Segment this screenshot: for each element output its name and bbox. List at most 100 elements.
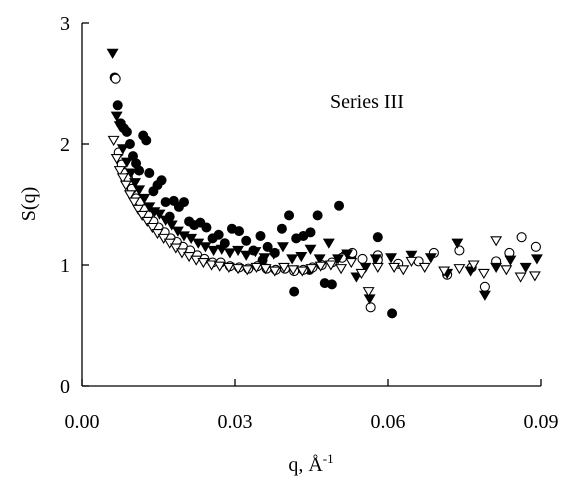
point-open-triangle-down-35 [355,268,368,280]
point-filled-triangle-down-21 [223,248,236,259]
point-open-circle-48 [530,241,541,252]
point-open-triangle-down-6 [128,197,140,208]
point-open-triangle-down-42 [467,260,480,271]
point-open-triangle-down-20 [213,261,226,272]
point-filled-triangle-down-23 [240,250,253,261]
point-open-triangle-down-8 [136,210,149,221]
point-open-triangle-down-3 [116,173,129,184]
y-tick-label-3: 3 [60,13,70,35]
point-open-triangle-down-40 [438,266,451,277]
x-tick-label-3: 0.09 [524,411,559,433]
point-open-triangle-down-28 [287,265,300,276]
point-open-triangle-down-26 [268,266,281,277]
tick-marks [81,22,542,387]
point-open-circle-47 [516,232,527,243]
x-tick-label-0: 0.00 [65,411,100,433]
point-open-triangle-down-14 [169,243,182,254]
point-filled-triangle-down-7 [133,185,146,196]
point-open-triangle-down-33 [335,264,348,275]
point-filled-circle-5 [124,139,135,149]
point-filled-triangle-down-24 [249,247,262,258]
y-tick-label-0: 0 [60,376,70,398]
point-filled-triangle-down-43 [451,238,464,249]
point-filled-triangle-down-11 [153,209,166,220]
x-axis-title-main: q, Å [288,454,323,476]
point-filled-triangle-down-29 [295,251,308,263]
point-filled-circle-11 [144,168,155,179]
point-filled-circle-19 [179,197,189,208]
point-open-circle-35 [357,253,368,265]
point-filled-circle-15 [160,197,171,208]
point-open-triangle-down-10 [146,222,159,234]
point-filled-triangle-down-28 [286,254,299,265]
y-tick-label-2: 2 [60,134,70,156]
point-filled-triangle-down-18 [199,242,212,253]
x-axis-title: q, Å-1 [288,451,333,476]
point-filled-triangle-down-6 [129,178,142,189]
point-filled-triangle-down-2 [113,121,126,132]
point-filled-circle-45 [289,286,300,297]
point-open-triangle-down-34 [345,258,358,269]
point-open-triangle-down-44 [490,236,503,247]
point-filled-circle-48 [387,308,398,319]
point-filled-triangle-down-37 [363,294,376,305]
point-open-triangle-down-38 [397,265,410,276]
point-filled-circle-31 [255,230,266,241]
point-filled-triangle-down-31 [313,254,326,265]
point-filled-triangle-down-27 [276,242,289,253]
point-filled-triangle-down-16 [185,233,198,244]
point-filled-circle-1 [112,100,123,111]
point-filled-triangle-down-4 [120,157,133,168]
point-open-triangle-down-41 [453,264,466,275]
point-open-circle-36 [365,302,376,313]
point-filled-circle-47 [372,232,383,243]
point-open-triangle-down-22 [232,264,245,275]
point-open-triangle-down-7 [132,204,145,215]
x-axis-title-superscript: -1 [323,451,334,466]
point-open-triangle-down-19 [205,260,218,271]
point-open-triangle-down-11 [151,228,164,240]
point-filled-triangle-down-5 [124,168,137,179]
x-tick-label-2: 0.06 [371,411,406,433]
point-open-triangle-down-2 [113,166,126,177]
point-open-triangle-down-46 [514,272,527,283]
point-filled-circle-32 [262,241,273,252]
point-filled-triangle-down-0 [106,48,119,59]
point-open-triangle-down-4 [119,180,132,191]
point-filled-triangle-down-9 [143,202,156,213]
axes [81,23,541,387]
annotation: Series III [330,91,404,113]
point-filled-triangle-down-32 [322,238,335,249]
point-filled-circle-28 [234,226,245,237]
point-filled-triangle-down-3 [116,144,129,155]
point-filled-triangle-down-34 [341,249,354,260]
point-open-triangle-down-25 [259,264,272,275]
point-open-triangle-down-5 [123,190,136,201]
point-open-triangle-down-0 [107,135,120,146]
point-filled-triangle-down-25 [258,253,271,264]
y-axis-title: S(q) [18,187,40,221]
point-filled-circle-14 [156,175,167,186]
point-open-triangle-down-24 [250,262,263,274]
point-open-triangle-down-49 [405,256,418,267]
point-open-triangle-down-30 [305,264,318,275]
point-filled-circle-34 [276,223,287,234]
point-filled-triangle-down-13 [165,220,178,231]
point-open-triangle-down-27 [277,262,290,274]
point-filled-circle-23 [201,222,212,233]
point-open-circle-0 [110,73,121,84]
point-open-triangle-down-39 [418,262,431,274]
point-filled-triangle-down-1 [110,111,123,122]
point-open-triangle-down-36 [362,287,375,298]
point-filled-triangle-down-38 [369,254,382,265]
point-open-triangle-down-12 [157,233,170,244]
point-filled-triangle-down-33 [332,254,344,265]
point-open-triangle-down-48 [388,262,401,274]
point-filled-triangle-down-12 [159,215,172,226]
series-open-circle [110,73,541,313]
point-open-triangle-down-21 [222,262,235,274]
point-filled-triangle-down-48 [519,262,532,274]
point-filled-circle-38 [305,227,316,238]
point-filled-triangle-down-20 [215,244,228,255]
point-filled-triangle-down-45 [478,290,491,301]
